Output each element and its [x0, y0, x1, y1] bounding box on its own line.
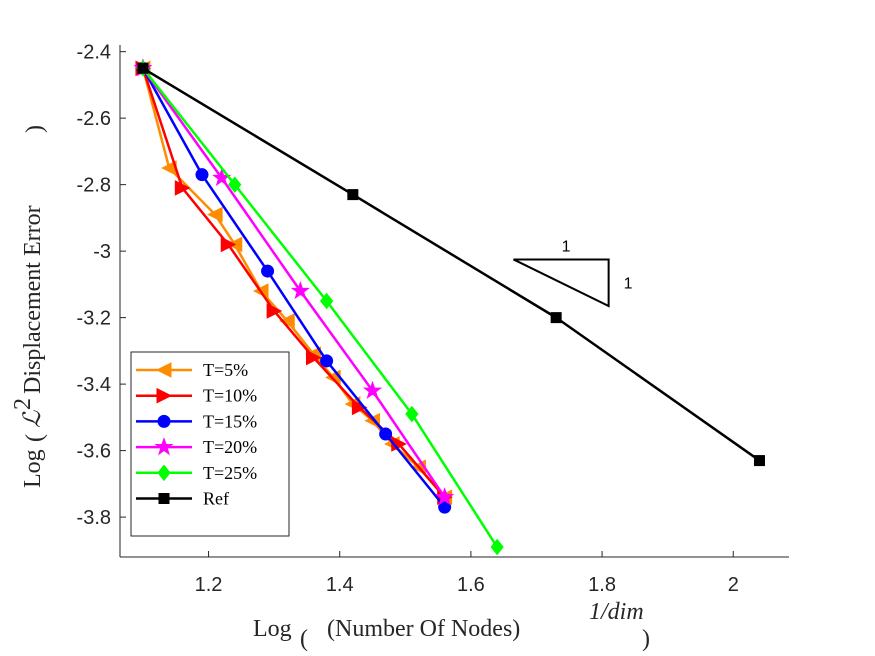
slope-run-label: 1 [562, 238, 571, 255]
data-point [320, 354, 334, 368]
x-ticks: 1.2 1.4 1.6 1.8 2 [195, 551, 739, 596]
legend-label: T=15% [203, 411, 257, 431]
data-point [379, 427, 393, 441]
data-point [351, 399, 368, 416]
y-tick-label: -3.4 [77, 374, 111, 396]
legend-items: T=5% T=10% T=15% T=20% T=25% Ref [136, 360, 257, 509]
x-tick-label: 1.8 [588, 574, 616, 596]
x-axis-title-main: (Number Of Nodes) [327, 616, 520, 642]
data-point [550, 312, 562, 324]
data-point [319, 292, 334, 310]
data-point [174, 180, 191, 196]
legend-entry: T=15% [136, 411, 257, 431]
x-axis-title-exponent: 1/dim [589, 599, 644, 625]
series-5 [137, 62, 765, 467]
series-3 [133, 58, 455, 506]
y-axis-title-script: ℒ [20, 410, 46, 428]
x-axis-title-prefix: Log [253, 616, 292, 642]
legend-entry: Ref [136, 489, 229, 509]
data-point [490, 538, 504, 556]
y-tick-label: -2.4 [77, 42, 111, 64]
legend-label: Ref [203, 489, 229, 509]
slope-triangle-shape [513, 258, 610, 308]
data-point [220, 236, 237, 253]
data-point [305, 349, 322, 366]
legend: T=5% T=10% T=15% T=20% T=25% Ref [130, 351, 290, 537]
legend-marker [158, 493, 170, 504]
data-point [290, 281, 310, 300]
data-point [405, 405, 419, 423]
x-tick-label: 1.6 [457, 574, 485, 596]
legend-marker [154, 437, 174, 456]
y-axis-close-paren: ) [22, 125, 48, 133]
legend-label: T=25% [203, 463, 257, 483]
data-point [195, 168, 209, 182]
legend-label: T=10% [203, 386, 257, 406]
data-point [279, 313, 295, 329]
slope-rise-label: 1 [624, 276, 633, 293]
y-tick-label: -3.6 [77, 441, 111, 463]
x-axis-title: Log ( (Number Of Nodes) 1/dim ) [253, 599, 650, 652]
x-tick-label: 2 [728, 574, 739, 596]
x-tick-label: 1.2 [195, 574, 223, 596]
x-tick-label: 1.4 [326, 574, 354, 596]
y-axis-title-rest: Displacement Error [20, 205, 46, 394]
series-line [141, 67, 446, 508]
legend-marker [155, 362, 172, 378]
y-tick-label: -3.8 [77, 507, 111, 529]
legend-entry: T=10% [136, 386, 257, 406]
data-point [753, 455, 765, 467]
x-axis-open-paren: ( [300, 626, 308, 652]
y-axis-title-sup: 2 [10, 398, 36, 410]
data-point [347, 189, 359, 201]
legend-label: T=5% [203, 360, 248, 380]
data-point [228, 176, 242, 193]
y-tick-label: -2.6 [77, 108, 111, 130]
legend-marker [157, 464, 171, 482]
y-axis-open-paren: ( [22, 434, 48, 442]
series-line [142, 67, 761, 462]
legend-entry: T=5% [136, 360, 248, 380]
legend-entry: T=25% [136, 463, 257, 483]
legend-label: T=20% [203, 437, 257, 457]
y-tick-label: -3 [93, 241, 111, 263]
data-point [362, 380, 383, 399]
data-series [133, 58, 765, 556]
x-axis-close-paren: ) [642, 626, 650, 652]
data-point [435, 487, 455, 506]
legend-entry: T=20% [136, 437, 257, 457]
y-axis-title-prefix: Log [20, 449, 46, 488]
y-tick-label: -3.2 [77, 308, 111, 330]
legend-marker [157, 414, 171, 428]
data-point [206, 206, 223, 223]
data-point [261, 264, 275, 278]
y-ticks: -3.8 -3.6 -3.4 -3.2 -3 -2.8 -2.6 -2.4 [77, 42, 126, 529]
data-point [137, 62, 149, 74]
data-point [266, 303, 283, 319]
legend-marker [156, 387, 173, 404]
y-axis-title: Log ( ℒ 2 Displacement Error ) [10, 125, 48, 488]
slope-triangle: 11 [513, 238, 633, 308]
y-tick-label: -2.8 [77, 175, 111, 197]
